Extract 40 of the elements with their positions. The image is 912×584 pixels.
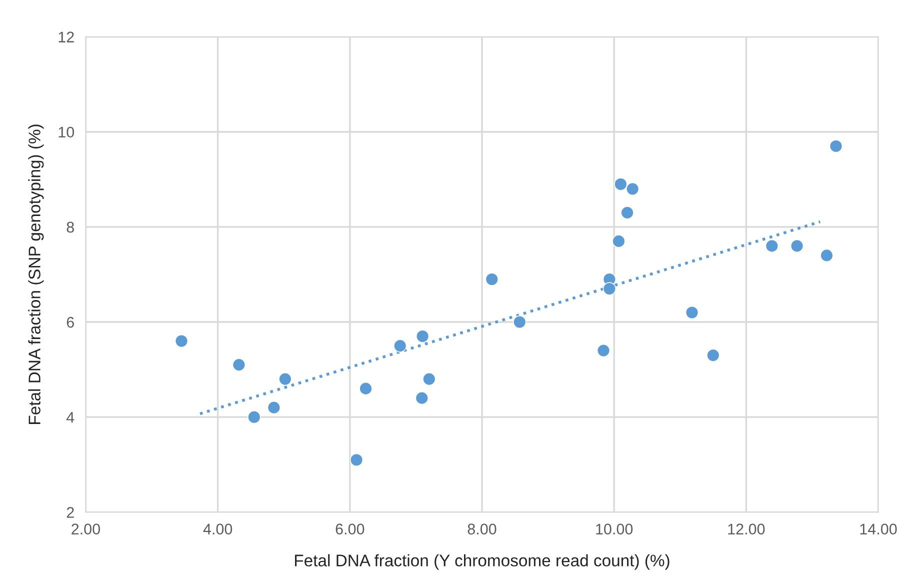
point xyxy=(602,282,616,296)
point xyxy=(790,239,804,253)
x-tick-label: 6.00 xyxy=(336,524,364,534)
point xyxy=(626,182,640,196)
point xyxy=(765,239,779,253)
point xyxy=(513,315,526,329)
y-tick-label: 10 xyxy=(58,126,74,138)
point xyxy=(829,140,843,153)
point xyxy=(685,306,699,320)
point xyxy=(415,391,429,405)
y-tick-label: 8 xyxy=(66,222,74,233)
point xyxy=(620,206,634,220)
point xyxy=(422,372,436,386)
x-tick-label: 12.00 xyxy=(728,524,765,534)
point xyxy=(267,400,281,414)
point xyxy=(350,453,364,467)
point xyxy=(359,382,372,396)
x-tick-label: 8.00 xyxy=(468,524,496,534)
point xyxy=(614,178,628,191)
point xyxy=(232,358,246,372)
y-tick-label: 6 xyxy=(66,316,74,328)
x-tick-label: 10.00 xyxy=(596,524,633,534)
x-tick-label: 2.00 xyxy=(72,524,100,534)
point xyxy=(485,272,499,286)
point xyxy=(596,344,610,358)
point xyxy=(393,339,407,352)
point xyxy=(820,248,834,262)
y-tick-label: 4 xyxy=(66,412,74,423)
point xyxy=(248,410,261,424)
y-axis-title: Fetal DNA fraction (SNP genotyping) (%) xyxy=(28,124,44,424)
x-axis-title: Fetal DNA fraction (Y chromosome read count) (%) xyxy=(295,554,670,570)
y-tick-label: 2 xyxy=(66,507,74,518)
y-tick-label: 12 xyxy=(58,32,74,42)
x-tick-label: 4.00 xyxy=(203,524,232,534)
point xyxy=(706,348,720,362)
point xyxy=(612,234,626,248)
x-tick-label: 14.00 xyxy=(860,524,897,534)
point xyxy=(278,372,292,386)
point xyxy=(174,334,188,348)
point xyxy=(416,330,430,343)
